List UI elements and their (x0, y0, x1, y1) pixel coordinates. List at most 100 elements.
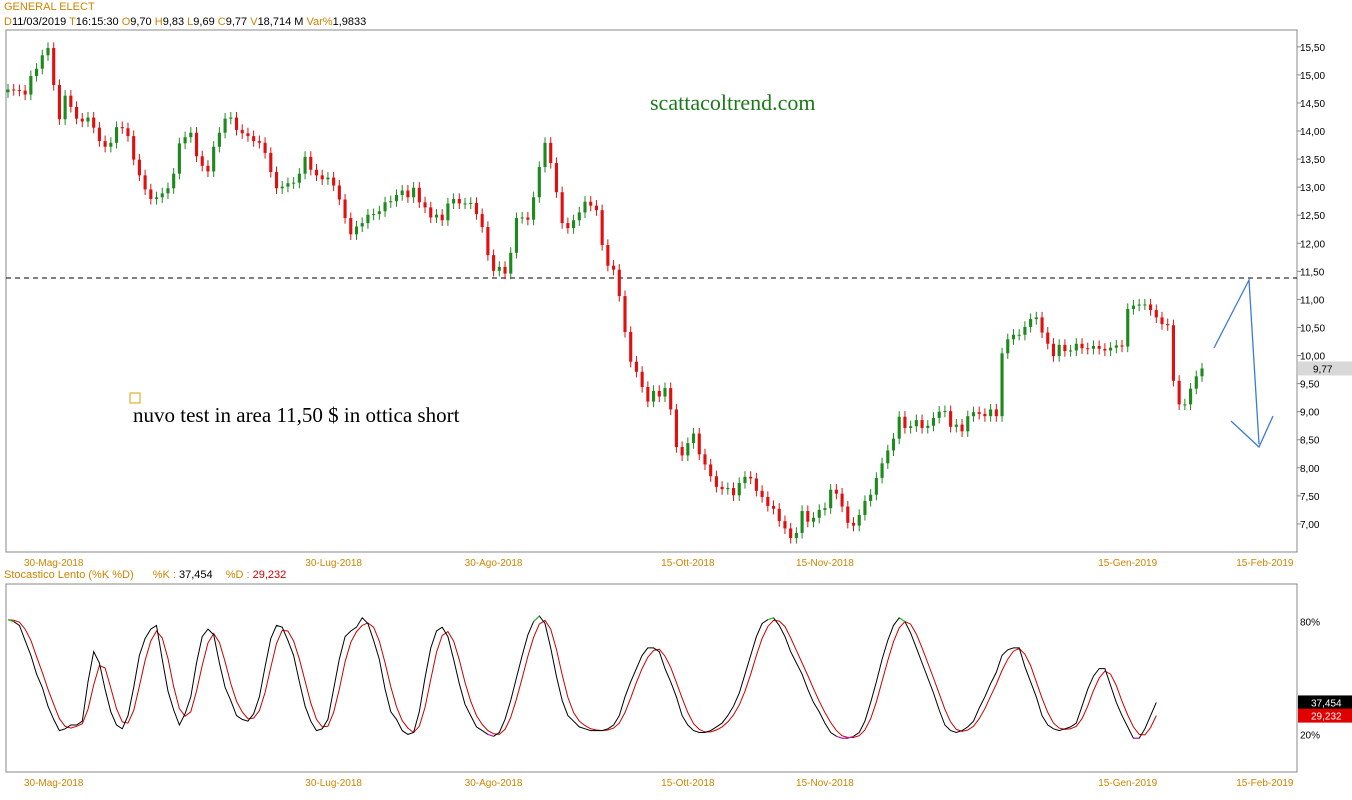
time-value: 16:15:30 (75, 16, 119, 28)
candle-body (80, 118, 84, 122)
candle-body (1131, 305, 1136, 309)
candle-body (760, 490, 764, 497)
candle-body (309, 156, 313, 170)
y-tick-label: 15,50 (1300, 43, 1325, 54)
candle-body (777, 508, 781, 522)
candle-body (217, 132, 221, 147)
candle-body (474, 202, 479, 215)
candle-body (40, 55, 44, 69)
candle-body (269, 152, 273, 173)
candle-body (983, 413, 987, 417)
y-tick-label: 9,50 (1300, 380, 1320, 391)
extreme-segment (847, 735, 854, 739)
candle-body (337, 185, 341, 200)
y-tick-label: 13,00 (1300, 183, 1325, 194)
d-label: %D : (225, 569, 250, 581)
k-line (7, 615, 1157, 739)
candle-body (1137, 304, 1141, 306)
candle-body (69, 95, 73, 107)
candle-body (851, 522, 856, 526)
candle-body (280, 186, 284, 189)
candle-body (1103, 348, 1107, 351)
candle-body (1091, 346, 1096, 349)
candle-body (651, 390, 656, 402)
candle-body (17, 90, 21, 92)
candle-body (731, 488, 736, 496)
instrument-name: GENERAL ELECT (4, 1, 95, 13)
x-tick-label: 15-Nov-2018 (796, 778, 854, 789)
x-tick-label: 30-Mag-2018 (24, 778, 84, 789)
candle-body (589, 201, 593, 206)
candle-body (646, 386, 650, 402)
candle-body (1011, 334, 1016, 340)
k-value-tag (1298, 695, 1352, 710)
candle-body (57, 85, 61, 120)
y-tick-label: 10,50 (1300, 323, 1325, 334)
candle-body (292, 182, 296, 184)
candle-body (1097, 346, 1101, 349)
candle-body (354, 226, 359, 235)
candle-body (1023, 326, 1027, 335)
candle-body (35, 68, 39, 77)
candle-body (914, 420, 918, 427)
candle-body (406, 190, 410, 198)
candle-body (897, 416, 901, 439)
candle-body (200, 156, 204, 166)
candle-body (332, 177, 336, 186)
x-tick-label: 30-Mag-2018 (24, 558, 84, 569)
y-tick-label: 15,00 (1300, 71, 1325, 82)
candle-body (943, 411, 947, 413)
date-label: D (4, 16, 12, 28)
candle-body (29, 76, 33, 95)
open-label: O (121, 16, 131, 28)
candle-body (457, 198, 461, 204)
low-label: L (187, 16, 194, 28)
candle-body (520, 217, 524, 219)
y-tick-label: 10,00 (1300, 352, 1325, 363)
y-tick-label: 14,00 (1300, 127, 1325, 138)
candle-body (669, 388, 673, 410)
candle-body (680, 447, 684, 456)
candle-body (394, 195, 399, 202)
candle-body (612, 265, 616, 270)
candle-body (1057, 344, 1061, 357)
date-value: 11/03/2019 (11, 16, 67, 28)
candle-body (886, 450, 890, 464)
candle-body (1154, 310, 1158, 318)
candle-body (754, 478, 758, 491)
candle-body (503, 266, 507, 274)
candle-body (909, 426, 913, 428)
candle-body (794, 532, 798, 538)
candle-body (840, 493, 844, 507)
x-tick-label: 15-Gen-2019 (1098, 558, 1157, 569)
candle-body (577, 212, 581, 221)
x-tick-label: 15-Ott-2018 (661, 558, 715, 569)
candle-body (446, 203, 450, 221)
y-tick-label: 8,50 (1300, 436, 1320, 447)
candle-body (600, 210, 604, 245)
projection-arrow (1213, 277, 1260, 445)
candle-body (966, 416, 970, 432)
candle-body (989, 409, 993, 417)
high-value: 9,83 (162, 16, 185, 28)
candle-body (137, 159, 141, 176)
candle-body (977, 412, 981, 414)
candle-body (526, 217, 530, 220)
candle-body (714, 476, 718, 487)
candle-body (160, 193, 164, 198)
candle-body (1069, 350, 1073, 352)
candle-body (1120, 345, 1124, 347)
candle-body (554, 163, 559, 193)
candle-body (429, 207, 433, 218)
extreme-segment (7, 619, 14, 623)
candle-body (994, 409, 998, 417)
candle-body (1029, 319, 1033, 327)
var-value: 1,9833 (332, 16, 367, 28)
candle-body (486, 227, 490, 256)
candle-body (183, 137, 187, 144)
var-label: Var% (306, 16, 333, 28)
candle-body (1000, 353, 1004, 417)
y-tick-label: 13,50 (1300, 155, 1325, 166)
candle-body (149, 189, 153, 199)
